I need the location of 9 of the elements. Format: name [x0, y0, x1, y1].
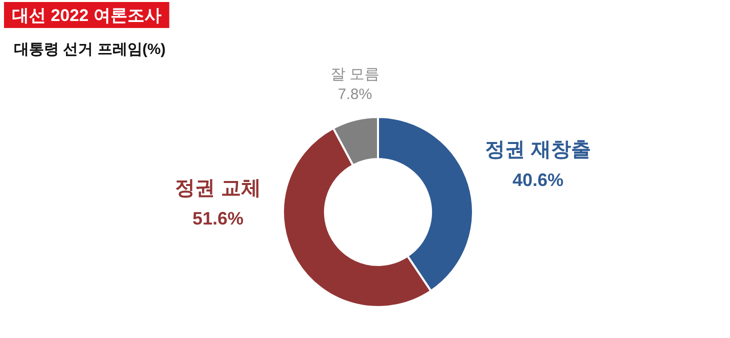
data-label: 51.6% — [192, 208, 244, 228]
title: 대선 2022 여론조사 — [4, 2, 170, 28]
slice-label: 잘 모름 — [330, 66, 380, 83]
slice-label: 정권 재창출 — [485, 139, 591, 162]
data-label: 40.6% — [512, 170, 564, 190]
chart-subtitle: 대통령 선거 프레임(%) — [14, 41, 166, 58]
chart-title: 대선 2022 여론조사 — [12, 6, 162, 25]
slice-label: 정권 교체 — [175, 177, 261, 200]
data-label: 7.8% — [338, 86, 372, 103]
